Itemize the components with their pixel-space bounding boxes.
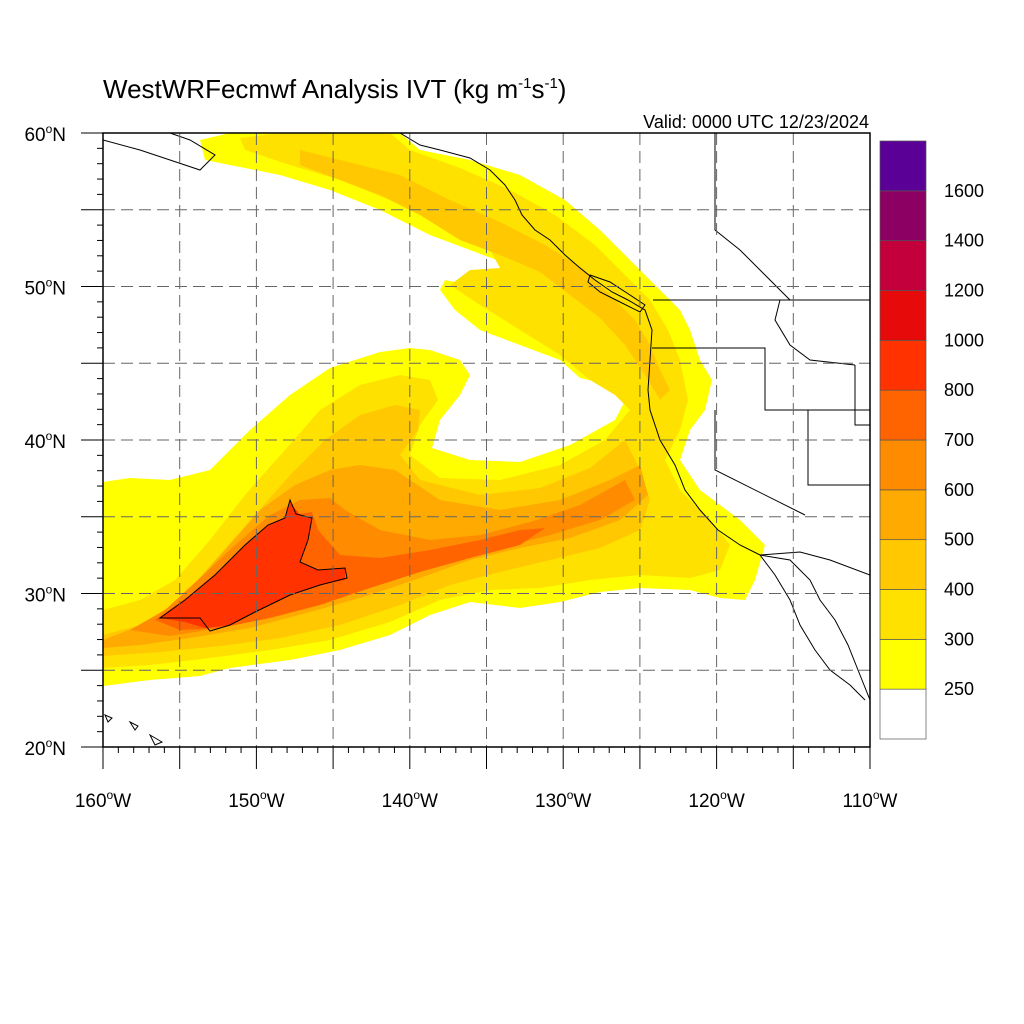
coastlines bbox=[103, 133, 870, 746]
lon-label: 110oW bbox=[843, 788, 898, 812]
colorbar: 250 300 400 500 600 700 800 1000 1200 1400 1600 bbox=[879, 140, 984, 740]
colorbar-label: 600 bbox=[944, 480, 974, 500]
lat-label: 30oN bbox=[24, 583, 66, 607]
axis-ticks bbox=[81, 132, 871, 769]
colorbar-swatch bbox=[879, 439, 927, 491]
gridlines bbox=[103, 133, 870, 747]
longitude-labels: 160oW 150oW 140oW 130oW 120oW 110oW bbox=[75, 788, 898, 812]
hawaii-islands bbox=[104, 714, 164, 746]
ivt-shaded-field bbox=[103, 133, 765, 686]
colorbar-swatch bbox=[879, 190, 927, 242]
colorbar-label: 400 bbox=[944, 580, 974, 600]
lat-label: 20oN bbox=[24, 736, 66, 760]
ivt-400-north-band bbox=[300, 150, 670, 400]
alaska-coast bbox=[103, 133, 216, 171]
lon-label: 140oW bbox=[382, 788, 438, 812]
map-title: WestWRFecmwf Analysis IVT (kg m-1s-1) bbox=[103, 74, 566, 104]
lat-label: 40oN bbox=[24, 429, 66, 453]
colorbar-swatch bbox=[879, 389, 927, 441]
colorbar-swatch bbox=[879, 688, 927, 740]
baja-coast bbox=[759, 554, 866, 701]
colorbar-swatch bbox=[879, 240, 927, 291]
lon-label: 160oW bbox=[75, 788, 131, 812]
colorbar-label: 800 bbox=[944, 380, 974, 400]
ivt-800-core bbox=[160, 502, 345, 628]
colorbar-swatch bbox=[879, 539, 927, 590]
colorbar-swatch bbox=[879, 638, 927, 690]
colorbar-swatch bbox=[879, 290, 927, 341]
lon-label: 130oW bbox=[535, 788, 591, 812]
lat-label: 50oN bbox=[24, 276, 66, 300]
lat-label: 60oN bbox=[24, 122, 66, 146]
us-mexico-border bbox=[759, 551, 870, 576]
lon-label: 150oW bbox=[228, 788, 284, 812]
colorbar-swatch bbox=[879, 489, 927, 541]
valid-time: Valid: 0000 UTC 12/23/2024 bbox=[643, 112, 869, 132]
lon-label: 120oW bbox=[688, 788, 744, 812]
colorbar-label: 700 bbox=[944, 430, 974, 450]
colorbar-swatch bbox=[879, 339, 927, 391]
colorbar-label: 500 bbox=[944, 530, 974, 550]
colorbar-label: 1600 bbox=[944, 181, 984, 201]
colorbar-label: 1000 bbox=[944, 330, 984, 350]
us-state-borders bbox=[652, 133, 870, 516]
latitude-labels: 60oN 50oN 40oN 30oN 20oN bbox=[24, 122, 66, 760]
north-america-coast bbox=[399, 133, 870, 701]
colorbar-label: 250 bbox=[944, 679, 974, 699]
colorbar-swatch bbox=[879, 589, 927, 640]
colorbar-label: 1400 bbox=[944, 231, 984, 251]
colorbar-label: 300 bbox=[944, 629, 974, 649]
colorbar-label: 1200 bbox=[944, 281, 984, 301]
colorbar-swatch bbox=[879, 140, 927, 192]
